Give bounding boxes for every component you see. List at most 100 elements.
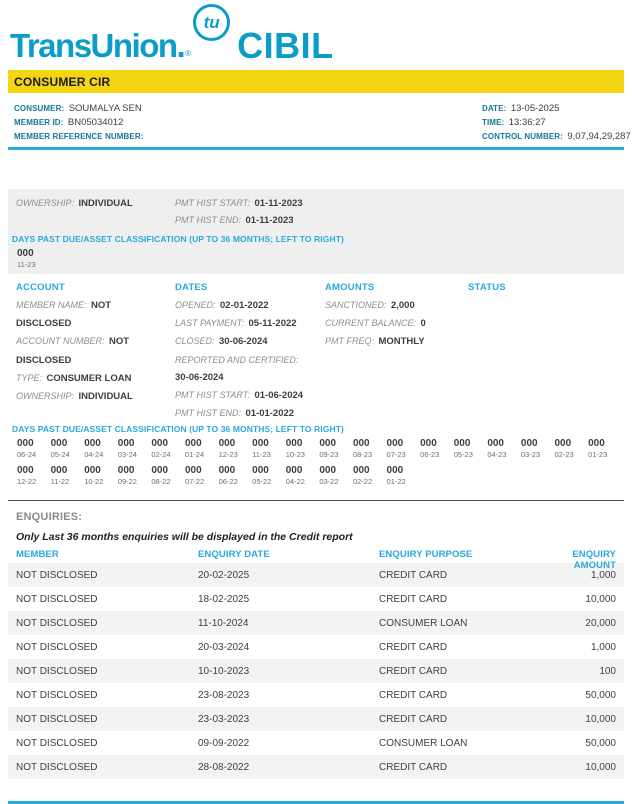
dpd-cell: 000 04-22 xyxy=(286,465,320,486)
field-value: 01-11-2023 xyxy=(254,198,303,209)
dpd-row-1: 000 06-24 000 05-24 000 04-24 000 03-24 … xyxy=(8,438,624,459)
dpd-value: 000 xyxy=(352,438,370,450)
dpd-value: 000 xyxy=(50,438,68,450)
dpd-period: 03-23 xyxy=(520,450,541,460)
field-line: OWNERSHIP: INDIVIDUAL xyxy=(16,195,175,212)
consumer-info-section: CONSUMER: SOUMALYA SEN MEMBER ID: BN0503… xyxy=(8,100,631,142)
field-label: MEMBER NAME: xyxy=(16,300,87,310)
divider-dark xyxy=(8,500,624,502)
field-label: SANCTIONED: xyxy=(325,300,387,310)
field-line: OPENED: 02-01-2022 xyxy=(175,296,315,314)
dpd-period: 07-23 xyxy=(386,450,406,460)
field-label: CLOSED: xyxy=(175,336,215,347)
enquiries-table-header: MEMBER ENQUIRY DATE ENQUIRY PURPOSE ENQUIRY… xyxy=(8,549,624,571)
dpd-cell: 000 08-22 xyxy=(151,465,185,486)
dpd-period: 12-23 xyxy=(218,450,238,460)
dpd-value: 000 xyxy=(588,438,605,450)
dpd-value: 000 xyxy=(84,438,101,450)
field-line: ACCOUNT NUMBER: NOT DISCLOSED xyxy=(16,332,156,368)
dpd-value: 000 xyxy=(520,438,538,450)
field-line: TYPE: CONSUMER LOAN xyxy=(16,369,156,387)
account-column-header: STATUS xyxy=(468,282,506,293)
enquiry-date: 18-02-2025 xyxy=(198,593,250,605)
account-column: MEMBER NAME: NOT DISCLOSED ACCOUNT NUMBE… xyxy=(16,296,175,422)
field-value: 2,000 xyxy=(390,300,415,311)
dpd-period: 02-22 xyxy=(352,477,373,487)
dpd-period: 03-24 xyxy=(117,450,137,460)
transunion-wordmark: TransUnion.® xyxy=(10,27,192,64)
info-value: 13-05-2025 xyxy=(510,103,560,114)
enquiry-date: 28-08-2022 xyxy=(198,761,250,773)
dpd-cell: 000 05-24 xyxy=(51,438,85,459)
dpd-cell: 000 06-23 xyxy=(420,438,454,459)
dpd-cell: 000 01-22 xyxy=(387,465,421,486)
dpd-value: 000 xyxy=(554,438,572,450)
amounts-column: SANCTIONED: 2,000 CURRENT BALANCE: 0 PMT… xyxy=(325,296,468,422)
dpd-cell: 000 12-22 xyxy=(17,465,51,486)
enquiry-row: NOT DISCLOSED 10-10-2023 CREDIT CARD 100 xyxy=(8,659,624,684)
field-value: 01-01-2022 xyxy=(245,408,295,420)
dpd-period: 02-24 xyxy=(151,450,171,460)
dpd-cell: 000 02-24 xyxy=(151,438,185,459)
dpd-value: 000 xyxy=(218,438,236,450)
dpd-value: 000 xyxy=(17,465,34,477)
account-details: MEMBER NAME: NOT DISCLOSED ACCOUNT NUMBE… xyxy=(8,296,624,422)
tu-circle-icon: tu xyxy=(193,4,231,41)
info-line: MEMBER REFERENCE NUMBER: xyxy=(14,128,482,142)
field-line: PMT HIST END: 01-11-2023 xyxy=(175,212,616,229)
dpd-period: 11-23 xyxy=(252,450,271,460)
dpd-value: 000 xyxy=(386,438,404,450)
dpd-period: 01-23 xyxy=(588,450,608,460)
field-line: SANCTIONED: 2,000 xyxy=(325,296,468,314)
enquiry-row: NOT DISCLOSED 20-03-2024 CREDIT CARD 1,0… xyxy=(8,635,624,659)
dpd-value: 000 xyxy=(285,438,303,450)
enquiry-purpose: CONSUMER LOAN xyxy=(379,617,468,629)
dpd-period: 11-23 xyxy=(17,260,36,269)
field-value: NOT DISCLOSED xyxy=(16,336,130,366)
transunion-cibil-logo: TransUnion.® tu CIBIL xyxy=(8,0,624,64)
previous-account-summary: OWNERSHIP: INDIVIDUAL PMT HIST START: 01… xyxy=(8,189,624,274)
enquiry-amount: 50,000 xyxy=(585,689,616,701)
enquiry-amount: 50,000 xyxy=(585,737,616,749)
dpd-value: 000 xyxy=(285,465,303,477)
enquiry-row: NOT DISCLOSED 28-08-2022 CREDIT CARD 10,… xyxy=(8,755,624,780)
dpd-value: 000 xyxy=(117,438,135,450)
info-value: 13:36:27 xyxy=(508,117,546,128)
enquiry-date: 11-10-2024 xyxy=(198,617,249,629)
enquiry-purpose: CREDIT CARD xyxy=(379,665,448,677)
enquiry-purpose: CREDIT CARD xyxy=(379,761,448,773)
field-line: LAST PAYMENT: 05-11-2022 xyxy=(175,314,315,332)
dpd-cell: 000 02-23 xyxy=(555,438,589,459)
dpd-value: 000 xyxy=(84,465,101,477)
dpd-value: 000 xyxy=(352,465,370,477)
previous-account-col1: OWNERSHIP: INDIVIDUAL xyxy=(16,195,175,228)
field-label: OWNERSHIP: xyxy=(16,198,75,208)
dpd-cell: 000 11-23 xyxy=(252,438,286,459)
account-column-header: AMOUNTS xyxy=(325,282,375,293)
dpd-value: 000 xyxy=(151,438,169,450)
info-line: CONTROL NUMBER: 9,07,94,29,287 xyxy=(482,128,631,142)
consumer-info-left: CONSUMER: SOUMALYA SEN MEMBER ID: BN0503… xyxy=(14,100,482,142)
dpd-value: 000 xyxy=(252,465,269,477)
enquiry-date: 09-09-2022 xyxy=(198,737,250,749)
dpd-period: 05-23 xyxy=(453,450,473,460)
dpd-cell: 000 03-22 xyxy=(319,465,353,486)
dpd-value: 000 xyxy=(386,465,404,477)
dpd-cell: 000 01-23 xyxy=(588,438,622,459)
dpd-value: 000 xyxy=(151,465,169,477)
field-value: CONSUMER LOAN xyxy=(46,372,132,384)
dpd-period: 03-22 xyxy=(319,477,339,487)
dpd-cell: 000 03-24 xyxy=(118,438,152,459)
dpd-period: 06-22 xyxy=(218,477,238,487)
field-label: PMT HIST END: xyxy=(175,408,242,419)
consumer-cir-banner: CONSUMER CIR xyxy=(8,70,624,93)
enquiries-column-header: ENQUIRY DATE xyxy=(198,549,270,561)
info-label: TIME: xyxy=(482,118,505,127)
enquiry-amount: 1,000 xyxy=(590,569,616,581)
dpd-cell: 000 06-22 xyxy=(219,465,253,486)
report-title: CONSUMER CIR xyxy=(14,74,111,89)
enquiry-member: NOT DISCLOSED xyxy=(16,689,98,701)
dpd-period: 01-24 xyxy=(184,450,205,460)
field-line: CURRENT BALANCE: 0 xyxy=(325,314,468,332)
field-line: MEMBER NAME: NOT DISCLOSED xyxy=(16,296,156,332)
